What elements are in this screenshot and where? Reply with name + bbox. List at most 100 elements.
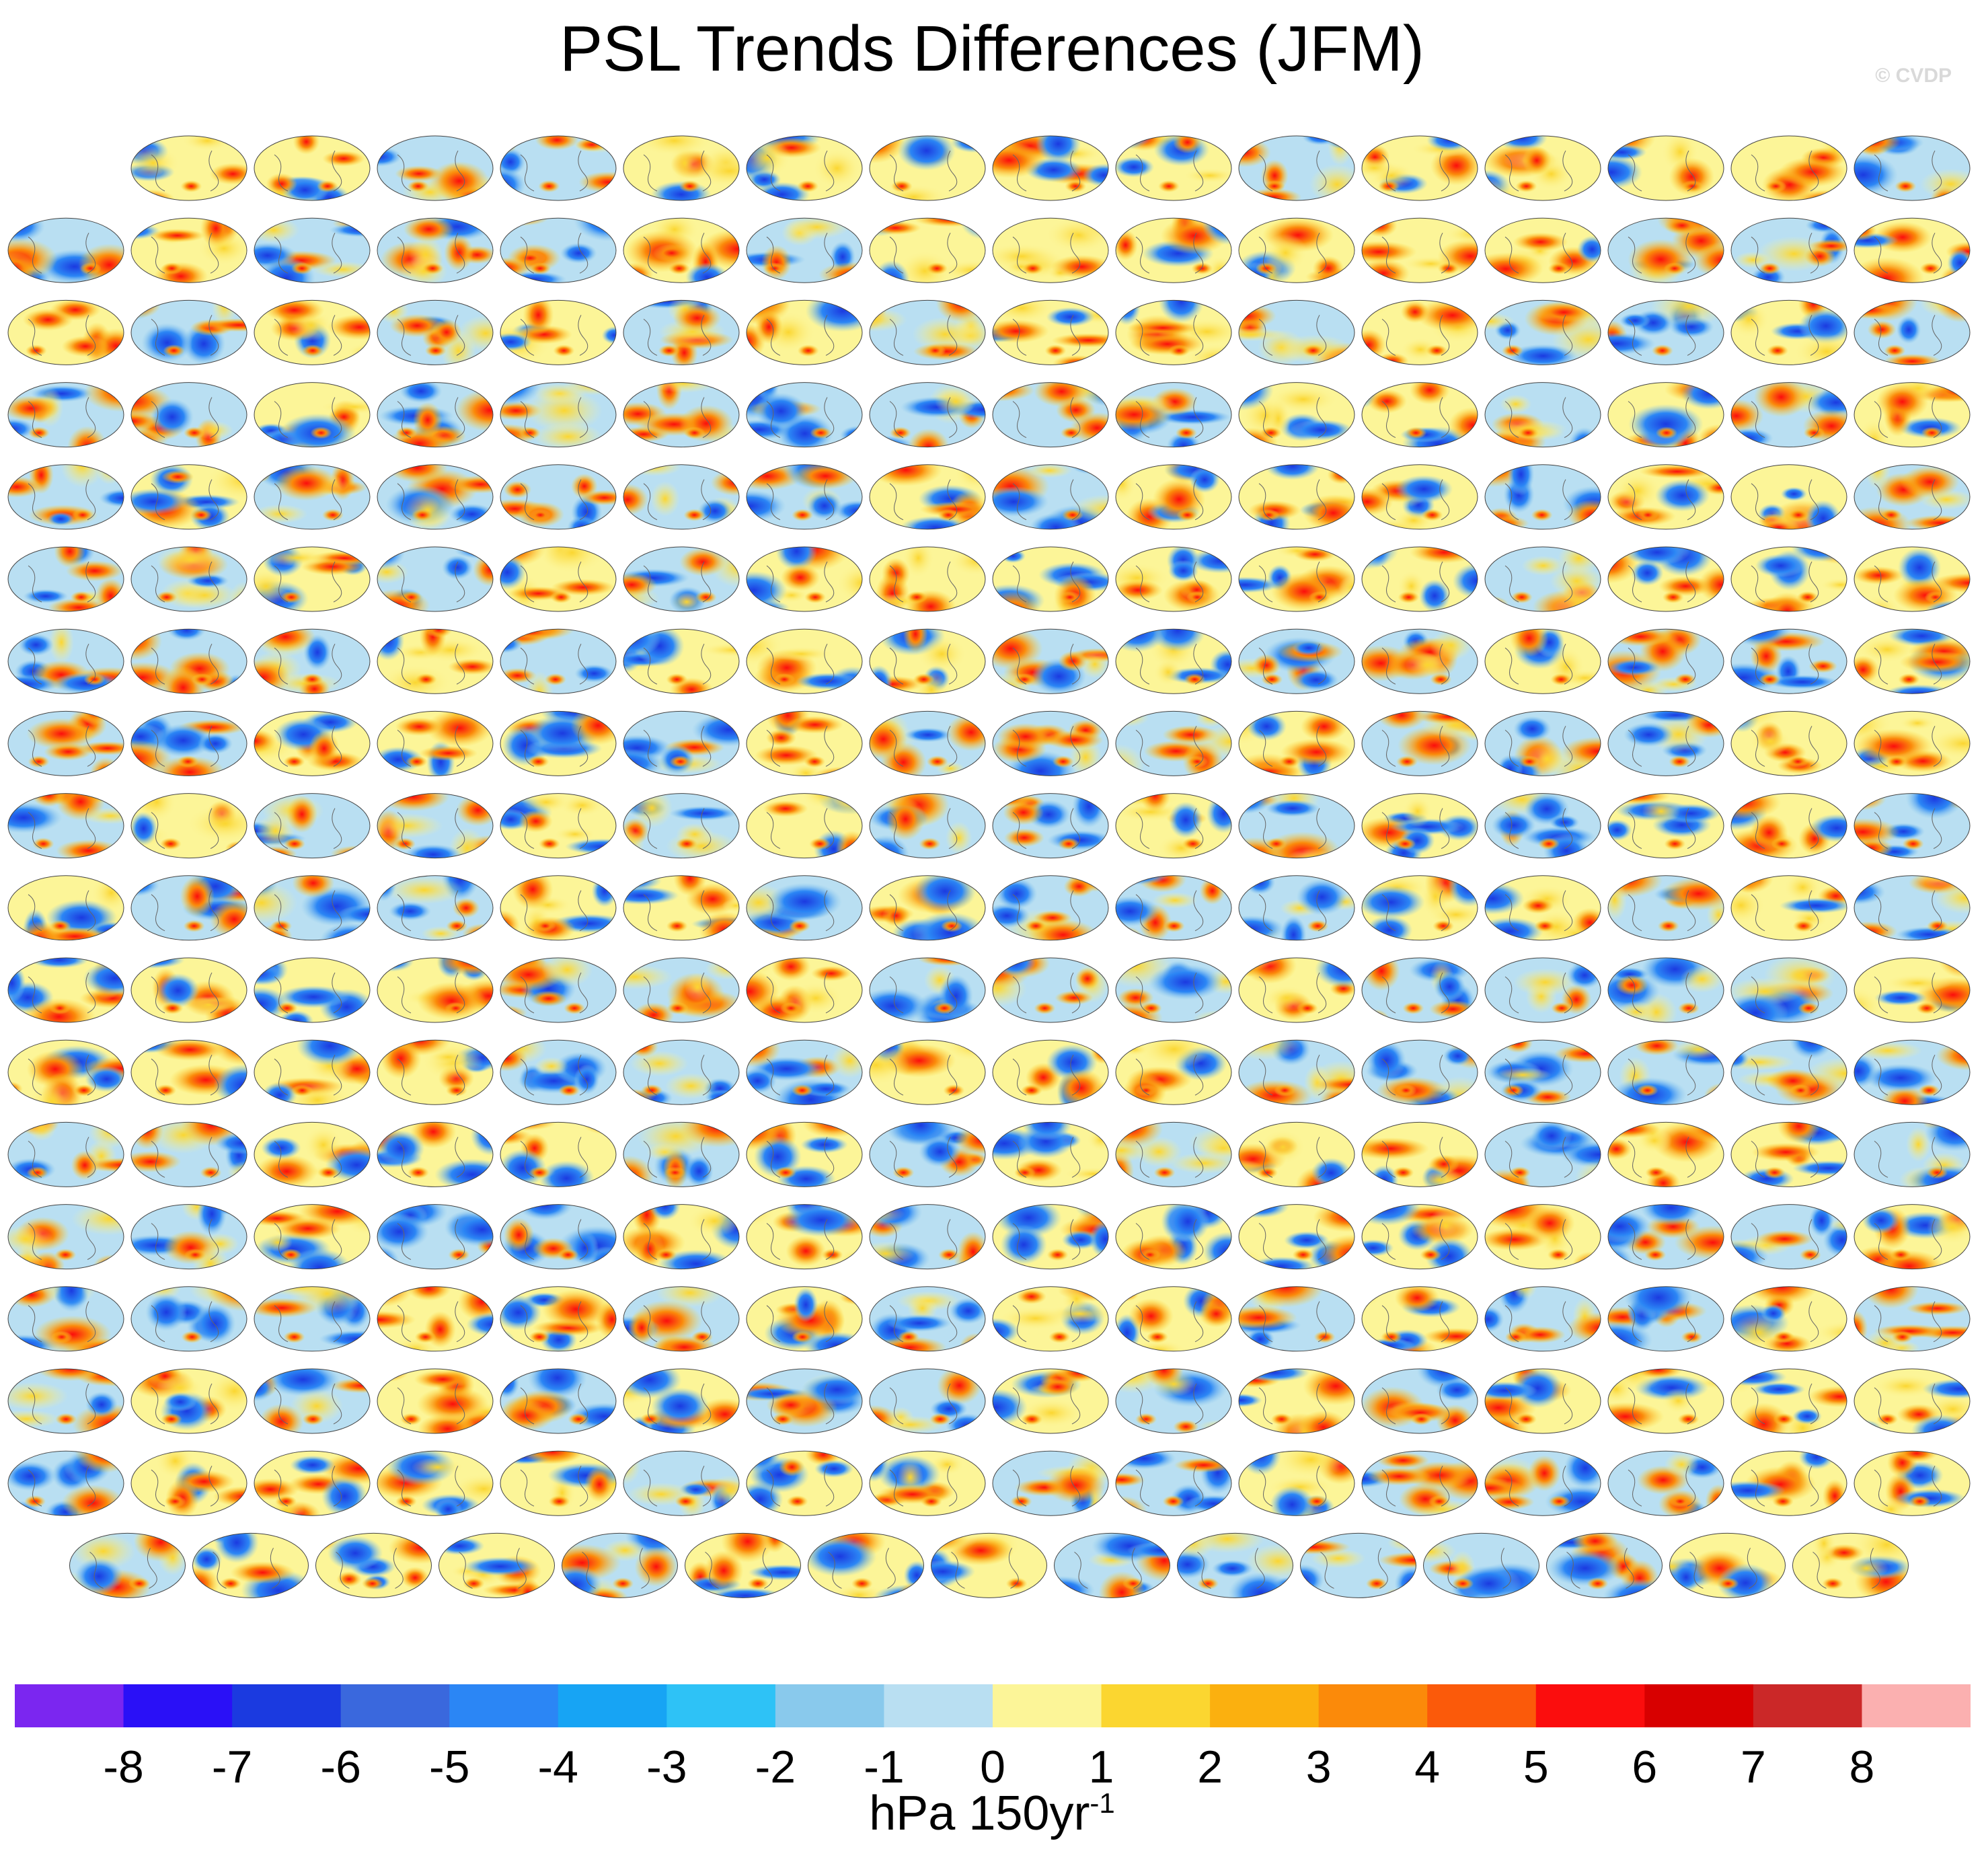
map-panel	[377, 382, 494, 448]
map-panel	[500, 1039, 617, 1105]
map-panel	[377, 464, 494, 530]
map-panel	[1238, 710, 1355, 776]
colorbar-tick-label: -4	[538, 1741, 578, 1793]
colorbar-tick-label: -6	[320, 1741, 360, 1793]
map-panel	[254, 217, 371, 283]
map-panel	[869, 628, 986, 694]
copyright-label: © CVDP	[1875, 65, 1952, 87]
map-panel	[254, 793, 371, 859]
chart-title: PSL Trends Differences (JFM)	[560, 13, 1424, 85]
map-panel	[130, 464, 247, 530]
map-panel	[254, 1450, 371, 1516]
map-panel	[254, 135, 371, 201]
colorbar-swatch	[1101, 1684, 1211, 1727]
map-panel	[1484, 217, 1601, 283]
colorbar-tick-label: -2	[755, 1741, 796, 1793]
map-panel	[254, 1121, 371, 1187]
map-panel	[7, 710, 124, 776]
colorbar-swatch	[993, 1684, 1102, 1727]
map-panel	[1484, 1286, 1601, 1352]
map-panel	[1730, 1450, 1847, 1516]
map-panel	[7, 382, 124, 448]
colorbar-tick-label: -1	[864, 1741, 904, 1793]
map-panel	[130, 1204, 247, 1270]
map-panel	[130, 957, 247, 1023]
map-panel	[1607, 546, 1724, 612]
colorbar-swatch	[884, 1684, 993, 1727]
map-panel	[254, 1039, 371, 1105]
map-panel	[1484, 546, 1601, 612]
colorbar-swatch	[123, 1684, 233, 1727]
map-panel	[1854, 957, 1971, 1023]
colorbar-tick-label: 7	[1741, 1741, 1766, 1793]
map-panel	[1607, 464, 1724, 530]
map-panel	[254, 299, 371, 365]
colorbar-tick-label: 4	[1414, 1741, 1440, 1793]
map-panel	[1607, 793, 1724, 859]
map-panel	[377, 1286, 494, 1352]
map-panel	[7, 793, 124, 859]
map-panel	[1484, 793, 1601, 859]
map-panel	[1854, 1450, 1971, 1516]
map-panel	[1607, 628, 1724, 694]
colorbar-units-text: hPa 150yr	[869, 1787, 1090, 1840]
colorbar-tick-label: 5	[1523, 1741, 1549, 1793]
map-panel	[1054, 1532, 1170, 1598]
map-panel	[1361, 382, 1478, 448]
map-panel	[746, 546, 863, 612]
map-panel	[500, 710, 617, 776]
map-panel	[1361, 299, 1478, 365]
map-panel	[623, 464, 740, 530]
colorbar-swatch	[775, 1684, 884, 1727]
map-panel	[992, 1368, 1109, 1434]
map-panel	[254, 1286, 371, 1352]
map-panel	[377, 1121, 494, 1187]
map-panel	[377, 875, 494, 941]
map-panel	[1484, 1450, 1601, 1516]
map-panel	[7, 546, 124, 612]
map-panel	[1484, 1039, 1601, 1105]
colorbar-swatch	[1210, 1684, 1320, 1727]
map-panel	[7, 1204, 124, 1270]
map-panel	[746, 1368, 863, 1434]
map-panel	[130, 1121, 247, 1187]
colorbar-tick-label: 6	[1632, 1741, 1657, 1793]
map-panel	[685, 1532, 801, 1598]
map-panel	[1361, 1368, 1478, 1434]
map-panel	[377, 299, 494, 365]
colorbar-tick-label: 1	[1089, 1741, 1114, 1793]
map-panel	[623, 299, 740, 365]
colorbar-tick-label: 8	[1849, 1741, 1875, 1793]
map-panel	[130, 1368, 247, 1434]
map-panel	[500, 957, 617, 1023]
map-panel	[992, 710, 1109, 776]
map-panel	[1669, 1532, 1786, 1598]
map-panel	[1607, 217, 1724, 283]
map-panel	[500, 1204, 617, 1270]
map-panel	[623, 710, 740, 776]
map-panel	[1730, 299, 1847, 365]
colorbar-swatch	[340, 1684, 450, 1727]
map-panel	[1730, 957, 1847, 1023]
map-panel	[1730, 1204, 1847, 1270]
map-panel	[1115, 135, 1232, 201]
map-panel	[1115, 1450, 1232, 1516]
map-panel	[1238, 135, 1355, 201]
map-panel	[992, 793, 1109, 859]
map-panel	[1361, 135, 1478, 201]
colorbar-tick-label: 0	[980, 1741, 1005, 1793]
colorbar-swatch	[1862, 1684, 1971, 1727]
map-panel	[992, 135, 1109, 201]
colorbar-tick-label: -5	[429, 1741, 469, 1793]
map-panel	[1115, 546, 1232, 612]
map-panel	[869, 382, 986, 448]
map-panel	[746, 710, 863, 776]
map-panel	[130, 217, 247, 283]
map-panel	[1854, 1204, 1971, 1270]
map-panel	[1423, 1532, 1539, 1598]
colorbar-units-label: hPa 150yr-1	[0, 1786, 1984, 1841]
map-panel	[1484, 628, 1601, 694]
map-panel	[869, 464, 986, 530]
map-panel	[623, 628, 740, 694]
